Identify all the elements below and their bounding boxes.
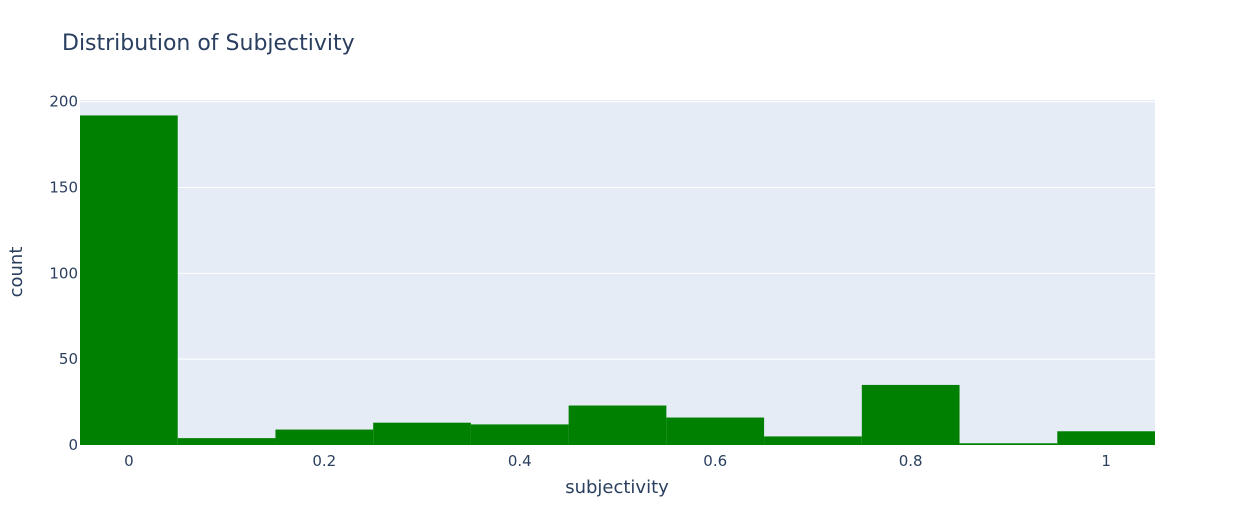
x-axis-title: subjectivity [565,477,669,498]
y-tick-label: 100 [49,264,78,282]
x-tick-label: 0.4 [508,452,532,470]
histogram-bar [764,436,862,445]
y-axis-title: count [6,247,27,298]
y-tick-label: 0 [68,436,78,454]
y-tick-label: 200 [49,93,78,111]
histogram-bar [80,115,178,446]
x-tick-label: 1 [1101,452,1111,470]
x-tick-label: 0 [124,452,134,470]
y-tick-label: 150 [49,179,78,197]
y-tick-label: 50 [59,350,78,368]
histogram-bar [177,438,276,445]
histogram-bar [1057,431,1155,445]
chart-title: Distribution of Subjectivity [62,31,355,56]
histogram-bar [568,405,667,445]
x-tick-label: 0.6 [703,452,727,470]
x-axis-ticks: 0 0.2 0.4 0.6 0.8 1 [124,452,1111,470]
y-axis-ticks: 0 50 100 150 200 [49,93,78,454]
histogram-bar [373,422,471,445]
y-gridlines [80,101,1155,360]
plot-area [80,100,1155,445]
histogram-bar [666,417,765,445]
x-tick-label: 0.2 [312,452,336,470]
histogram-bar [959,443,1058,445]
histogram-bar [275,429,374,445]
histogram-bar [861,384,960,445]
histogram-bars [80,115,1155,446]
x-tick-label: 0.8 [899,452,923,470]
histogram-bar [470,424,569,445]
